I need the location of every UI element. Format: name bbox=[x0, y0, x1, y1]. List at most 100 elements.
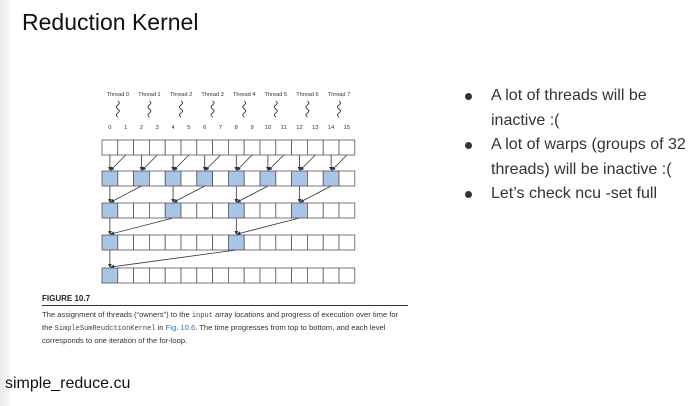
array-cell bbox=[149, 170, 166, 187]
array-cell bbox=[180, 139, 198, 156]
array-index-label: 4 bbox=[171, 125, 175, 131]
reduction-arrow bbox=[141, 154, 158, 171]
array-cell bbox=[101, 139, 119, 156]
array-cell bbox=[275, 202, 293, 219]
array-index-label: 2 bbox=[140, 125, 143, 131]
array-cell bbox=[322, 202, 340, 219]
array-cell bbox=[259, 139, 277, 156]
array-cell bbox=[164, 139, 182, 156]
array-cell bbox=[259, 202, 277, 219]
array-cell-active bbox=[101, 234, 119, 251]
bullet-item: Let’s check ncu -set full bbox=[460, 182, 690, 207]
reduction-arrow bbox=[110, 154, 126, 171]
thread-squiggle-icon bbox=[242, 100, 247, 118]
array-cell bbox=[306, 139, 324, 156]
thread-label: Thread 3 bbox=[201, 92, 223, 98]
array-cell-active bbox=[196, 170, 214, 187]
caption-text-1: The assignment of threads (“owners”) to … bbox=[42, 310, 192, 319]
array-index-label: 15 bbox=[344, 125, 350, 131]
array-cell bbox=[196, 139, 214, 156]
figure-caption: The assignment of threads (“owners”) to … bbox=[42, 309, 410, 346]
array-cell bbox=[117, 202, 135, 219]
array-cell bbox=[275, 267, 293, 284]
bullet-text: A lot of warps (groups of 32 threads) wi… bbox=[491, 136, 686, 178]
array-cell-active bbox=[259, 170, 277, 187]
array-index-label: 9 bbox=[250, 125, 253, 131]
array-index-label: 10 bbox=[265, 125, 271, 131]
bullet-dot bbox=[465, 142, 472, 149]
caption-code-kernel: SimpleSumReudctionKernel bbox=[54, 325, 156, 333]
array-index-label: 6 bbox=[203, 125, 206, 131]
bullet-item: A lot of warps (groups of 32 threads) wi… bbox=[460, 133, 690, 182]
thread-label: Thread 0 bbox=[107, 92, 129, 98]
array-cell-active bbox=[227, 170, 245, 187]
array-cell bbox=[259, 267, 277, 284]
array-cell bbox=[196, 267, 214, 284]
thread-squiggle-icon bbox=[305, 100, 310, 118]
array-cell bbox=[243, 139, 261, 156]
array-cell bbox=[322, 267, 340, 284]
reduction-arrow bbox=[299, 185, 332, 203]
array-cell bbox=[291, 234, 308, 251]
array-cell bbox=[291, 267, 308, 284]
bullet-item: A lot of threads will be inactive :( bbox=[460, 84, 690, 133]
array-cell bbox=[117, 139, 135, 156]
bullet-text: Let’s check ncu -set full bbox=[491, 185, 658, 202]
array-cell bbox=[180, 170, 198, 187]
array-index-label: 14 bbox=[328, 125, 335, 131]
array-cell bbox=[322, 234, 340, 251]
array-cell bbox=[164, 267, 182, 284]
array-cell bbox=[117, 170, 135, 187]
array-index-label: 3 bbox=[156, 125, 159, 131]
array-cell bbox=[212, 267, 229, 284]
reduction-arrow bbox=[236, 217, 300, 236]
array-index-label: 11 bbox=[281, 125, 287, 131]
array-cell bbox=[306, 170, 324, 187]
array-index-label: 7 bbox=[219, 125, 222, 131]
array-cell-active bbox=[164, 202, 182, 219]
array-cell bbox=[180, 234, 198, 251]
bullet-text: A lot of threads will be inactive :( bbox=[491, 87, 647, 129]
array-cell bbox=[275, 170, 293, 187]
bullet-dot bbox=[465, 93, 472, 100]
array-index-label: 1 bbox=[124, 125, 127, 131]
figure-caption-rule bbox=[42, 305, 408, 306]
reduction-arrow bbox=[236, 154, 253, 171]
reduction-arrow bbox=[110, 249, 237, 269]
array-index-label: 13 bbox=[312, 125, 318, 131]
array-cell bbox=[149, 139, 166, 156]
thread-label: Thread 2 bbox=[170, 92, 192, 98]
array-cell-active bbox=[322, 170, 340, 187]
array-cell bbox=[306, 234, 324, 251]
thread-label: Thread 6 bbox=[296, 92, 318, 98]
array-cell bbox=[180, 202, 198, 219]
bullet-list: A lot of threads will be inactive :( A l… bbox=[460, 84, 690, 207]
array-cell bbox=[212, 234, 229, 251]
array-cell bbox=[133, 202, 150, 219]
caption-figure-link[interactable]: Fig. 10.6 bbox=[165, 323, 196, 332]
array-cell bbox=[164, 234, 182, 251]
caption-code-input: input bbox=[191, 312, 213, 320]
reduction-arrow bbox=[110, 185, 142, 203]
reduction-arrow bbox=[205, 154, 221, 171]
array-cell-active bbox=[101, 202, 119, 219]
reduction-arrow bbox=[268, 154, 284, 171]
file-name-label: simple_reduce.cu bbox=[5, 375, 131, 392]
array-index-label: 5 bbox=[187, 125, 190, 131]
array-cell bbox=[133, 139, 150, 156]
slide-left-edge bbox=[0, 0, 12, 406]
array-cell bbox=[243, 202, 261, 219]
array-cell-active bbox=[164, 170, 182, 187]
reduction-arrow bbox=[173, 154, 190, 171]
array-cell bbox=[117, 234, 135, 251]
thread-label: Thread 5 bbox=[265, 92, 287, 98]
array-cell bbox=[212, 202, 229, 219]
array-cell bbox=[212, 139, 229, 156]
array-index-label: 12 bbox=[296, 125, 302, 131]
reduction-arrow bbox=[299, 154, 316, 171]
array-cell bbox=[338, 170, 356, 187]
array-cell bbox=[149, 202, 166, 219]
array-cell bbox=[133, 234, 150, 251]
array-cell bbox=[196, 234, 214, 251]
array-cell bbox=[338, 267, 356, 284]
